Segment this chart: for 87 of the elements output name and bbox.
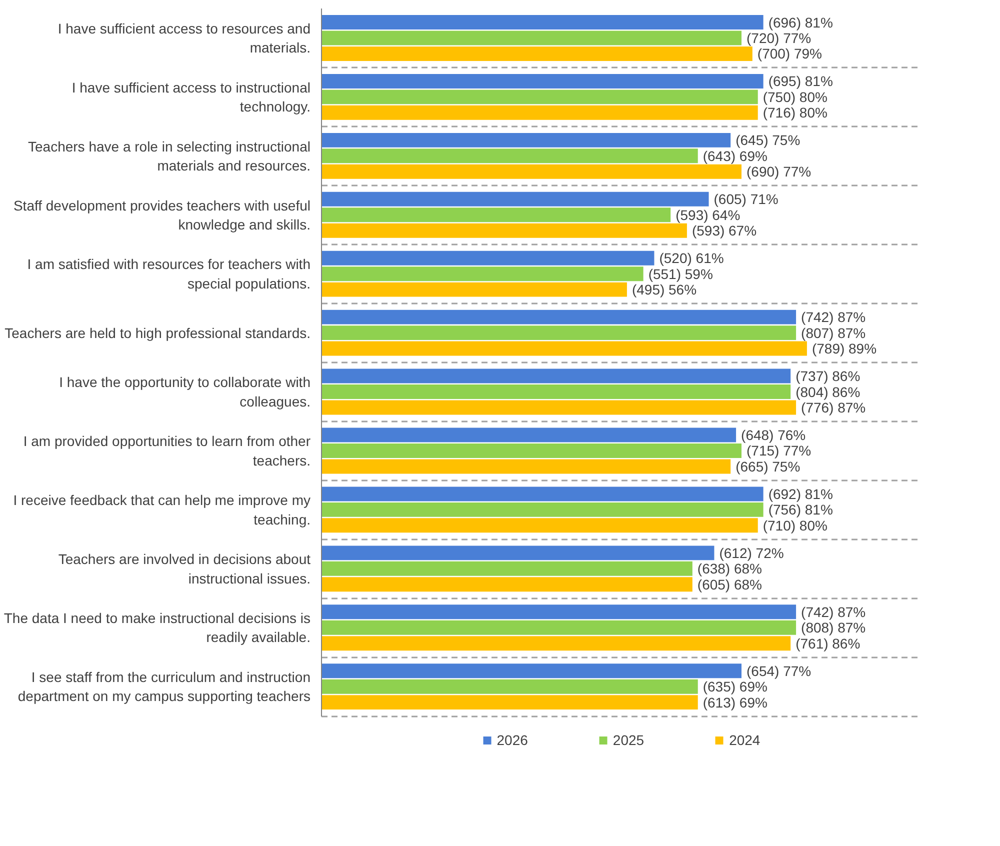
data-label: (696) 81% bbox=[768, 14, 833, 30]
legend-label: 2024 bbox=[729, 732, 760, 748]
data-label: (638) 68% bbox=[697, 560, 762, 577]
data-label: (593) 67% bbox=[692, 222, 757, 239]
data-label: (756) 81% bbox=[768, 502, 833, 518]
data-label: (551) 59% bbox=[648, 266, 713, 282]
data-label: (648) 76% bbox=[741, 427, 806, 444]
y-tick-label: I see staff from the curriculum and instruction department on my campus supporting teachers bbox=[18, 668, 311, 704]
bar bbox=[322, 486, 764, 502]
bar bbox=[322, 400, 796, 415]
bar bbox=[322, 546, 714, 560]
bar bbox=[322, 695, 698, 710]
bar bbox=[322, 250, 654, 266]
bar bbox=[322, 326, 796, 340]
data-label: (605) 68% bbox=[697, 576, 762, 592]
data-label: (605) 71% bbox=[714, 191, 778, 208]
bar bbox=[322, 561, 692, 576]
legend-label: 2025 bbox=[612, 732, 644, 748]
legend-label: 2026 bbox=[496, 732, 528, 748]
y-tick-label: Staff development provides teachers with useful knowledge and skills. bbox=[13, 197, 311, 232]
data-label: (737) 86% bbox=[796, 368, 860, 384]
bar bbox=[322, 577, 692, 592]
data-label: (807) 87% bbox=[801, 324, 866, 341]
y-tick-label: I am satisfied with resources for teachers with special populations. bbox=[27, 256, 311, 292]
data-label: (593) 64% bbox=[676, 206, 740, 223]
y-tick-label: I am provided opportunities to learn from other teachers. bbox=[23, 433, 311, 468]
data-label: (808) 87% bbox=[801, 620, 866, 636]
data-label: (643) 69% bbox=[702, 148, 768, 164]
data-label: (695) 81% bbox=[768, 73, 833, 90]
bar bbox=[322, 341, 807, 356]
data-label: (612) 72% bbox=[719, 544, 784, 561]
bar bbox=[322, 679, 698, 694]
y-tick-label: Teachers are involved in decisions about instructional issues. bbox=[58, 551, 311, 586]
bar bbox=[322, 74, 764, 88]
bar bbox=[322, 223, 687, 238]
y-tick-label: Teachers have a role in selecting instructional materials and resources. bbox=[28, 138, 311, 174]
data-label: (613) 69% bbox=[702, 694, 768, 710]
data-label: (635) 69% bbox=[702, 678, 768, 695]
data-label: (690) 77% bbox=[746, 164, 812, 180]
y-tick-label: I have sufficient access to resources and materials. bbox=[58, 20, 311, 56]
bar bbox=[322, 384, 791, 399]
data-label: (750) 80% bbox=[762, 88, 828, 105]
bar bbox=[322, 664, 742, 678]
bar bbox=[322, 266, 644, 282]
data-label: (804) 86% bbox=[796, 384, 860, 400]
bar bbox=[322, 46, 752, 61]
data-label: (789) 89% bbox=[812, 340, 877, 357]
bar bbox=[322, 636, 791, 651]
bar bbox=[322, 15, 764, 30]
bar bbox=[322, 132, 731, 148]
data-label: (720) 77% bbox=[746, 30, 812, 46]
y-tick-label: I receive feedback that can help me improve my teaching. bbox=[13, 492, 311, 528]
bar bbox=[322, 604, 796, 620]
bar bbox=[322, 282, 627, 297]
bar bbox=[322, 30, 742, 46]
data-label: (495) 56% bbox=[632, 282, 697, 298]
bar bbox=[322, 310, 796, 324]
bar bbox=[322, 90, 758, 104]
bar bbox=[322, 620, 796, 635]
bar bbox=[322, 518, 758, 533]
data-label: (665) 75% bbox=[736, 458, 800, 474]
data-label: (742) 87% bbox=[801, 309, 866, 326]
data-label: (700) 79% bbox=[757, 46, 822, 62]
data-label: (645) 75% bbox=[736, 132, 800, 148]
data-label: (716) 80% bbox=[762, 104, 828, 121]
bar bbox=[322, 459, 731, 474]
data-label: (715) 77% bbox=[746, 442, 812, 459]
y-tick-label: Teachers are held to high professional standards. bbox=[4, 324, 311, 341]
data-label: (520) 61% bbox=[659, 250, 724, 266]
y-tick-label: I have sufficient access to instructional technology. bbox=[72, 79, 311, 115]
data-label: (654) 77% bbox=[746, 662, 812, 679]
data-label: (776) 87% bbox=[801, 399, 866, 416]
y-tick-label: The data I need to make instructional decisions is readily available. bbox=[4, 610, 311, 646]
y-tick-label: I have the opportunity to collaborate with colleagues. bbox=[59, 374, 311, 410]
data-label: (742) 87% bbox=[801, 604, 866, 620]
data-label: (710) 80% bbox=[762, 517, 828, 534]
bar bbox=[322, 192, 709, 206]
bar bbox=[322, 208, 671, 222]
data-label: (692) 81% bbox=[768, 486, 833, 502]
bar bbox=[322, 502, 764, 517]
bar bbox=[322, 368, 791, 384]
bar bbox=[322, 444, 742, 458]
bar bbox=[322, 164, 742, 179]
bar bbox=[322, 105, 758, 120]
bar bbox=[322, 148, 698, 164]
bar bbox=[322, 428, 736, 442]
data-label: (761) 86% bbox=[796, 635, 860, 652]
